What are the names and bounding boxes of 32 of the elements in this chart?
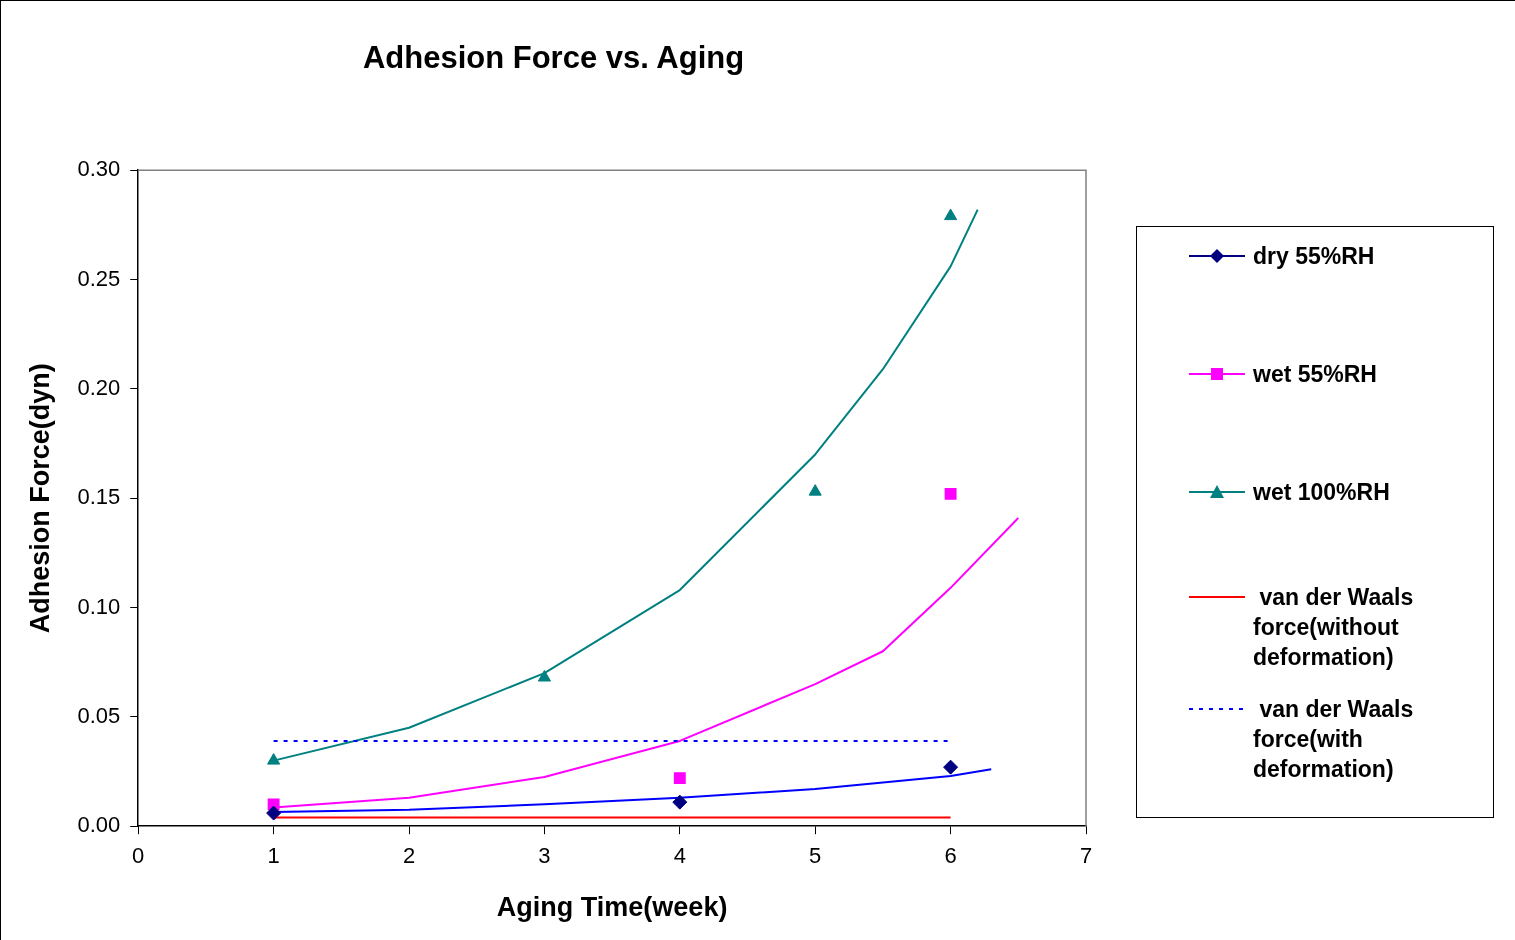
point (944, 487, 957, 500)
point (672, 794, 688, 810)
legend-label: wet 100%RH (1253, 478, 1390, 507)
point (808, 484, 822, 496)
y-tick-label: 0.15 (77, 484, 121, 510)
x-tick-label: 2 (402, 843, 416, 869)
y-tick-label: 0.00 (77, 812, 121, 838)
y-tick-label: 0.25 (77, 265, 121, 291)
y-tick-label: 0.30 (77, 156, 121, 182)
legend-label: van der Waals force(with deformation) (1253, 695, 1415, 784)
chart-title: Adhesion Force vs. Aging (362, 40, 745, 76)
legend-label: dry 55%RH (1253, 242, 1375, 271)
x-tick-label: 4 (673, 843, 686, 869)
y-tick-label: 0.10 (77, 593, 121, 619)
y-tick-label: 0.20 (77, 374, 121, 400)
point (943, 759, 959, 775)
point (267, 753, 281, 765)
x-tick-label: 0 (132, 843, 145, 869)
x-axis-title: Aging Time(week) (496, 892, 728, 923)
legend-label: van der Waals force(without deformation) (1253, 583, 1415, 672)
x-tick-label: 6 (944, 843, 957, 869)
x-tick-label: 1 (267, 843, 280, 869)
legend-label: wet 55%RH (1253, 360, 1377, 389)
point (266, 805, 282, 821)
x-tick-label: 3 (538, 843, 551, 869)
x-tick-label: 7 (1079, 843, 1093, 869)
point (537, 670, 551, 682)
point (673, 772, 686, 785)
x-tick-label: 5 (809, 843, 822, 869)
y-tick-label: 0.05 (77, 702, 121, 728)
y-axis-title: Adhesion Force(dyn) (24, 363, 55, 634)
point (944, 208, 958, 221)
